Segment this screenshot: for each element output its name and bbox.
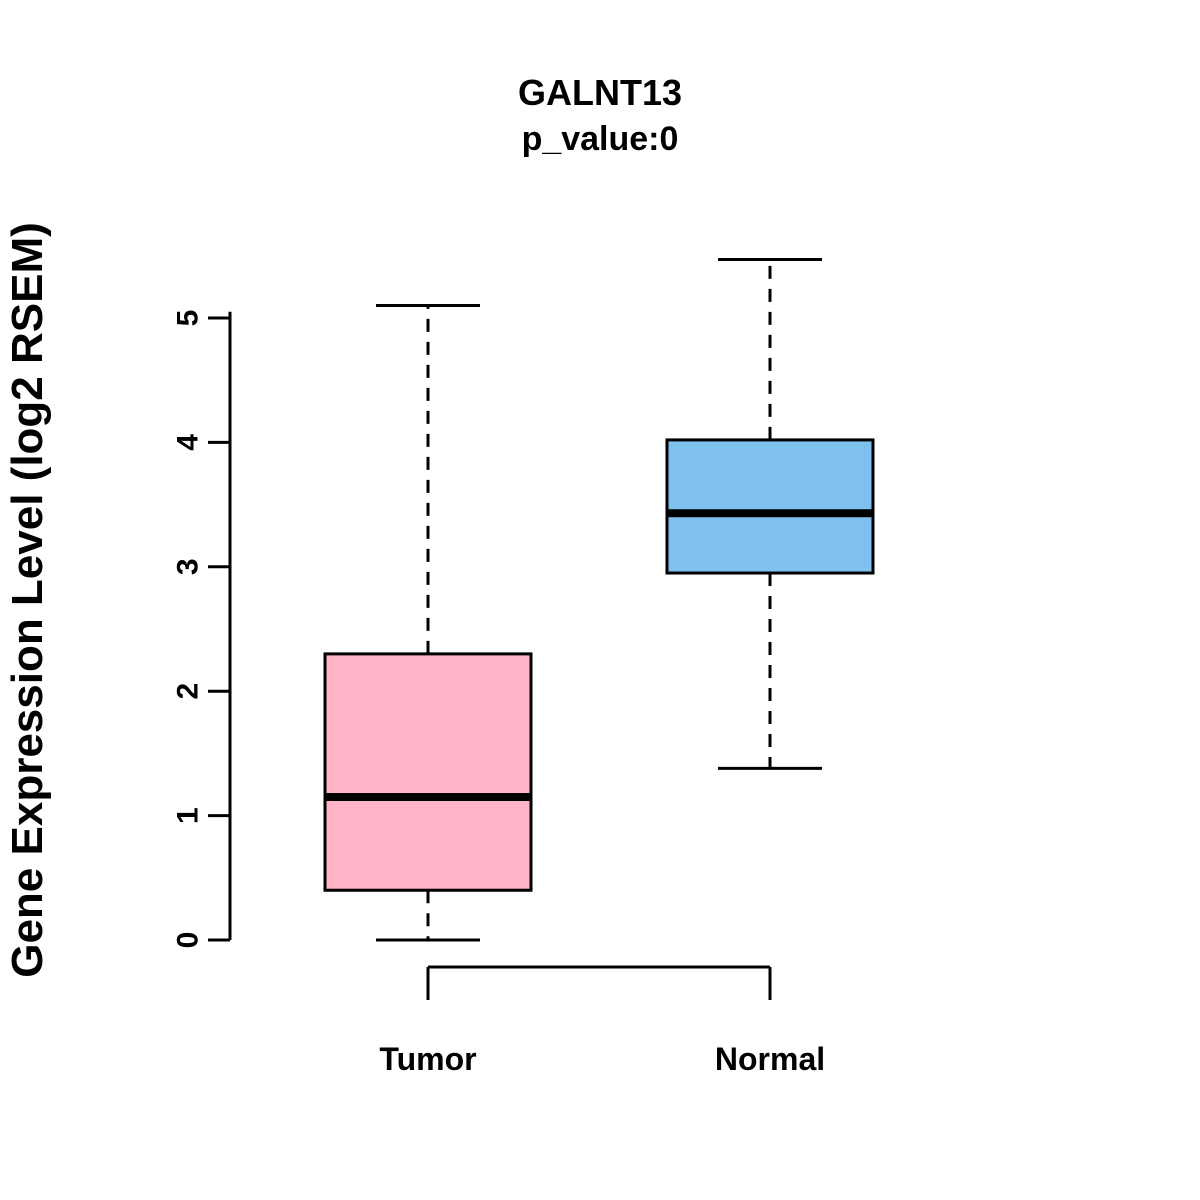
y-axis-label: Gene Expression Level (log2 RSEM) xyxy=(3,222,52,978)
plot-body: 0 1 2 3 4 5 Tumor Normal xyxy=(172,258,875,1077)
y-tick-label: 2 xyxy=(172,683,205,700)
iqr-box-tumor xyxy=(323,652,533,892)
iqr-box-normal xyxy=(665,438,875,575)
chart-subtitle: p_value:0 xyxy=(522,120,679,158)
y-tick-label: 0 xyxy=(172,932,205,949)
chart-title: GALNT13 xyxy=(518,72,682,113)
category-label-tumor: Tumor xyxy=(379,1041,476,1077)
y-tick-label: 1 xyxy=(172,807,205,824)
y-tick-label: 5 xyxy=(172,310,205,327)
y-tick-label: 4 xyxy=(172,434,205,451)
y-tick-label: 3 xyxy=(172,558,205,575)
category-label-normal: Normal xyxy=(715,1041,825,1077)
